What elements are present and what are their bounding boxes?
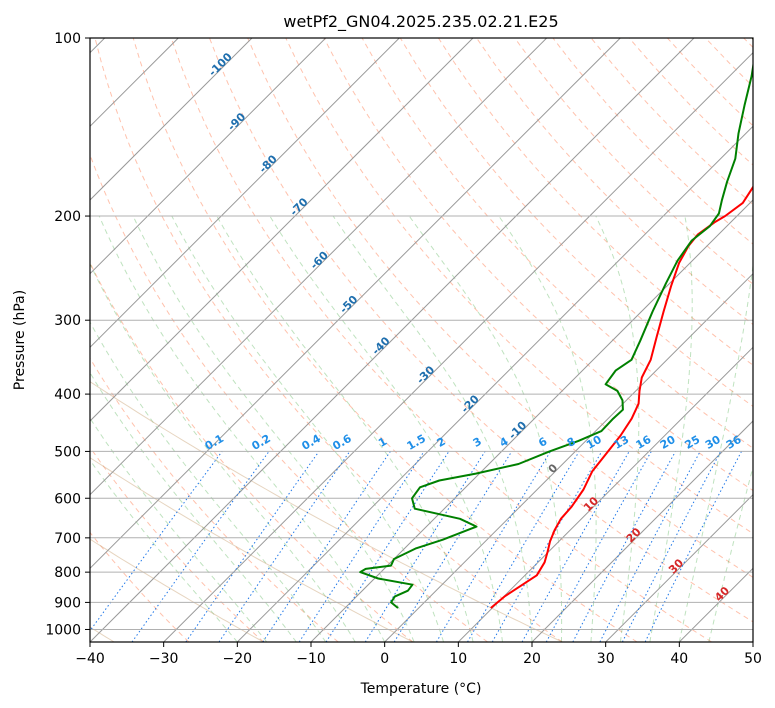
isotherm-line — [90, 38, 400, 349]
temperature-profile-line — [490, 38, 753, 609]
moist-adiabat-line — [90, 371, 297, 642]
dry-adiabat-line — [399, 38, 753, 408]
dry-adiabat-guide — [90, 457, 414, 642]
dry-adiabat-line — [90, 357, 339, 642]
isotherm-line — [163, 51, 753, 642]
dry-adiabat-line — [132, 38, 638, 642]
mixing-ratio-line — [90, 451, 223, 632]
dry-adiabat-line — [90, 446, 264, 642]
y-tick-label: 600 — [54, 491, 81, 507]
moist-adiabat-line — [708, 465, 753, 642]
moist-adiabat-line — [649, 215, 693, 642]
isotherm-line — [457, 346, 753, 642]
dewpoint-profile-line — [359, 38, 753, 609]
isotherm-line — [90, 38, 327, 275]
mixing-ratio-line — [185, 451, 320, 642]
y-tick-label: 900 — [54, 595, 81, 611]
isotherm-line — [384, 272, 753, 642]
moist-adiabat-line — [408, 215, 563, 642]
moist-adiabat-line — [269, 215, 503, 642]
moist-adiabat-line — [90, 262, 356, 642]
dry-adiabat-line — [247, 38, 753, 578]
x-tick-label: −10 — [296, 651, 326, 667]
mixing-ratio-line — [262, 451, 391, 642]
mixing-ratio-line — [521, 451, 630, 642]
x-tick-label: −20 — [223, 651, 253, 667]
isotherm-line — [90, 38, 474, 422]
x-tick-label: −40 — [75, 651, 105, 667]
mixing-ratio-line — [621, 451, 722, 642]
plot-frame — [89, 37, 754, 643]
moist-adiabat-line — [332, 215, 533, 642]
mixing-ratio-line — [393, 451, 513, 642]
x-tick-label: 40 — [670, 651, 688, 667]
isotherm-line — [605, 493, 753, 642]
y-tick-label: 700 — [54, 531, 81, 547]
isotherm-line — [236, 125, 753, 642]
x-tick-label: 0 — [380, 651, 389, 667]
isotherm-line — [310, 199, 753, 642]
y-tick-label: 200 — [54, 209, 81, 225]
isotherm-line — [90, 38, 621, 570]
mixing-ratio-line — [218, 451, 351, 642]
dry-adiabat-line — [94, 38, 563, 642]
dry-adiabat-line — [514, 38, 753, 285]
x-tick-label: 50 — [744, 651, 762, 667]
isotherm-line — [90, 38, 695, 642]
x-axis-title: Temperature (°C) — [360, 681, 482, 697]
dry-adiabat-line — [90, 153, 488, 642]
chart-title: wetPf2_GN04.2025.235.02.21.E25 — [283, 12, 558, 32]
isotherm-line — [90, 38, 548, 496]
x-tick-label: −30 — [149, 651, 179, 667]
x-tick-label: 20 — [523, 651, 541, 667]
moist-adiabat-line — [90, 417, 268, 642]
moist-adiabat-line — [90, 459, 238, 642]
isotherm-line — [531, 420, 753, 642]
mixing-ratio-line — [131, 451, 270, 642]
x-tick-label: 30 — [597, 651, 615, 667]
isotherm-line — [90, 38, 253, 201]
mixing-ratio-line — [298, 451, 425, 642]
moist-adiabat-line — [498, 215, 597, 642]
dry-adiabat-guide — [90, 381, 563, 642]
y-axis-title: Pressure (hPa) — [12, 290, 28, 390]
y-tick-label: 300 — [54, 313, 81, 329]
x-tick-label: 10 — [449, 651, 467, 667]
y-tick-label: 800 — [54, 565, 81, 581]
dry-adiabat-guide — [90, 538, 264, 642]
moist-adiabat-line — [90, 321, 327, 642]
y-tick-label: 100 — [54, 31, 81, 47]
y-tick-label: 400 — [54, 387, 81, 403]
y-tick-label: 500 — [54, 444, 81, 460]
dry-adiabat-line — [170, 38, 712, 642]
dry-adiabat-line — [209, 38, 753, 623]
mixing-ratio-line — [644, 451, 742, 642]
moist-adiabat-line — [171, 215, 445, 642]
mixing-ratio-line — [545, 451, 652, 642]
moist-adiabat-line — [216, 215, 474, 642]
y-tick-label: 1000 — [45, 623, 81, 639]
mixing-ratio-line — [325, 451, 450, 642]
dry-adiabat-line — [90, 531, 190, 642]
moist-adiabat-line — [678, 261, 753, 642]
moist-adiabat-line — [132, 215, 415, 642]
mixing-ratio-line — [572, 451, 676, 642]
